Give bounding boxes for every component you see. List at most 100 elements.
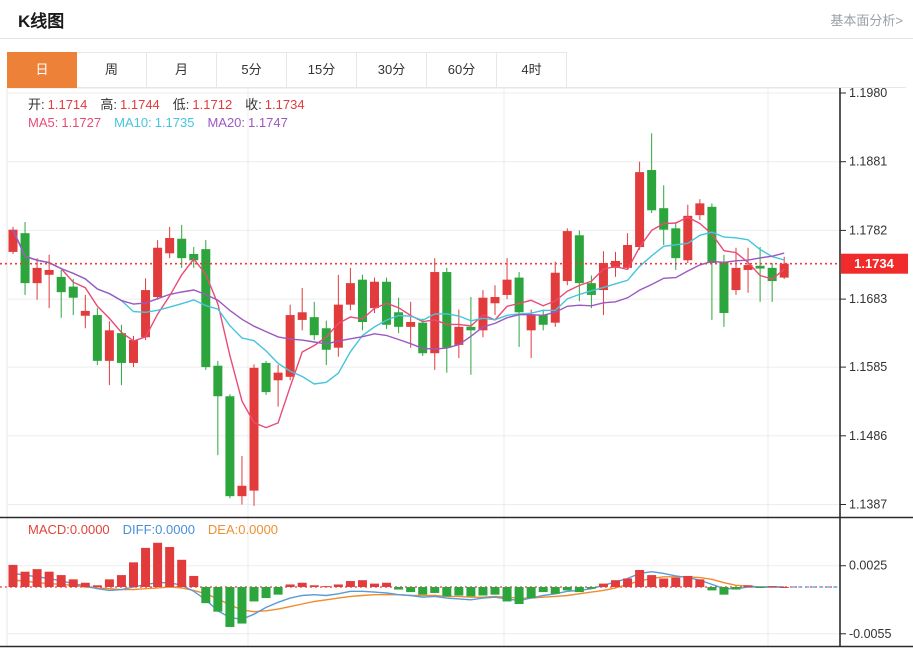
candle [20, 233, 30, 284]
macd-bar [442, 587, 452, 597]
tab-5min[interactable]: 5分 [217, 52, 287, 88]
candle [309, 317, 319, 336]
macd-bar [671, 577, 681, 587]
svg-text:-0.0055: -0.0055 [849, 627, 891, 641]
candle [550, 272, 560, 323]
candle [659, 208, 669, 230]
macd-bar [406, 587, 416, 593]
macd-histogram [8, 542, 789, 627]
tab-4hour[interactable]: 4时 [497, 52, 567, 88]
interval-tabs: 日 周 月 5分 15分 30分 60分 4时 [7, 52, 906, 88]
candle [44, 269, 54, 275]
macd-bar [189, 575, 199, 587]
macd-bar [659, 578, 669, 587]
candle [8, 229, 18, 252]
macd-bar [165, 547, 175, 587]
candle [454, 326, 464, 345]
fundamental-analysis-link[interactable]: 基本面分析> [830, 13, 903, 28]
tab-15min[interactable]: 15分 [287, 52, 357, 88]
macd-bar [394, 587, 404, 590]
tab-month[interactable]: 月 [147, 52, 217, 88]
candle [514, 277, 524, 313]
macd-bar [454, 587, 464, 596]
candle [237, 485, 247, 497]
diff-value: DIFF:0.0000 [122, 522, 195, 537]
macd-bar [647, 575, 657, 587]
page-title: K线图 [18, 12, 65, 31]
macd-bar [779, 587, 789, 588]
candle [32, 267, 42, 284]
diff-line [12, 570, 785, 621]
ohlc-legend: 开: 1.1714 高: 1.1744 低: 1.1712 收: 1.1734 [28, 94, 305, 113]
candle [490, 297, 500, 304]
macd-bar [20, 571, 30, 587]
macd-bar [683, 575, 693, 587]
ma-legend: MA5: 1.1727 MA10: 1.1735 MA20: 1.1747 [28, 115, 288, 130]
macd-bar [201, 587, 211, 604]
candle [574, 235, 584, 284]
candle [478, 297, 488, 331]
svg-text:1.1980: 1.1980 [849, 86, 887, 100]
tab-30min[interactable]: 30分 [357, 52, 427, 88]
candle [755, 265, 765, 269]
macd-bar [68, 579, 78, 587]
candle [430, 272, 440, 354]
candle [406, 322, 416, 327]
macd-legend: MACD:0.0000 DIFF:0.0000 DEA:0.0000 [28, 522, 278, 537]
candle [333, 304, 343, 348]
dea-value: DEA:0.0000 [207, 522, 279, 537]
candle [189, 253, 199, 261]
svg-text:1.1782: 1.1782 [849, 223, 887, 237]
candle [249, 367, 259, 491]
candle [562, 231, 572, 282]
candle [719, 262, 729, 313]
ohlc-open: 开: 1.1714 [28, 97, 88, 112]
candle [671, 228, 681, 259]
candle [370, 281, 379, 309]
tab-day[interactable]: 日 [7, 52, 77, 88]
candle [695, 203, 705, 216]
svg-text:1.1683: 1.1683 [849, 292, 887, 306]
macd-bar [56, 575, 66, 587]
macd-bar [586, 587, 596, 589]
macd-bar [478, 587, 488, 596]
macd-bar [767, 586, 777, 588]
candle [502, 279, 512, 295]
page-header: K线图 基本面分析> [0, 0, 913, 39]
ma5-legend: MA5: 1.1727 [28, 115, 102, 130]
ma5-line [12, 216, 785, 429]
macd-bar [731, 587, 741, 590]
candle [261, 362, 271, 393]
candle [779, 263, 789, 278]
macd-bar [104, 579, 114, 587]
candle [297, 312, 307, 320]
candle [68, 286, 78, 298]
tab-bar-spacer [567, 52, 906, 88]
macd-value: MACD:0.0000 [28, 522, 110, 537]
macd-bar [32, 569, 42, 587]
macd-bar [153, 542, 163, 587]
macd-bar [562, 587, 572, 591]
ma20-line [12, 229, 785, 350]
price-axis: 1.1980 1.1881 1.1782 1.1683 1.1585 1.1486 1.13… [840, 86, 887, 512]
macd-bar [237, 587, 247, 624]
macd-bar [297, 582, 307, 587]
macd-bar [261, 587, 271, 599]
grid [6, 87, 840, 647]
candle [285, 315, 295, 377]
candles [8, 133, 789, 506]
candle [635, 172, 645, 248]
macd-bar [574, 587, 584, 593]
candle [767, 267, 777, 282]
macd-bar [213, 587, 223, 612]
macd-bar [345, 581, 355, 587]
macd-bar [382, 582, 392, 587]
tab-week[interactable]: 周 [77, 52, 147, 88]
candle [731, 267, 741, 291]
ohlc-low: 低: 1.1712 [172, 97, 233, 112]
tab-60min[interactable]: 60分 [427, 52, 497, 88]
macd-bar [526, 587, 536, 599]
macd-bar [430, 587, 440, 593]
candle [357, 279, 367, 323]
